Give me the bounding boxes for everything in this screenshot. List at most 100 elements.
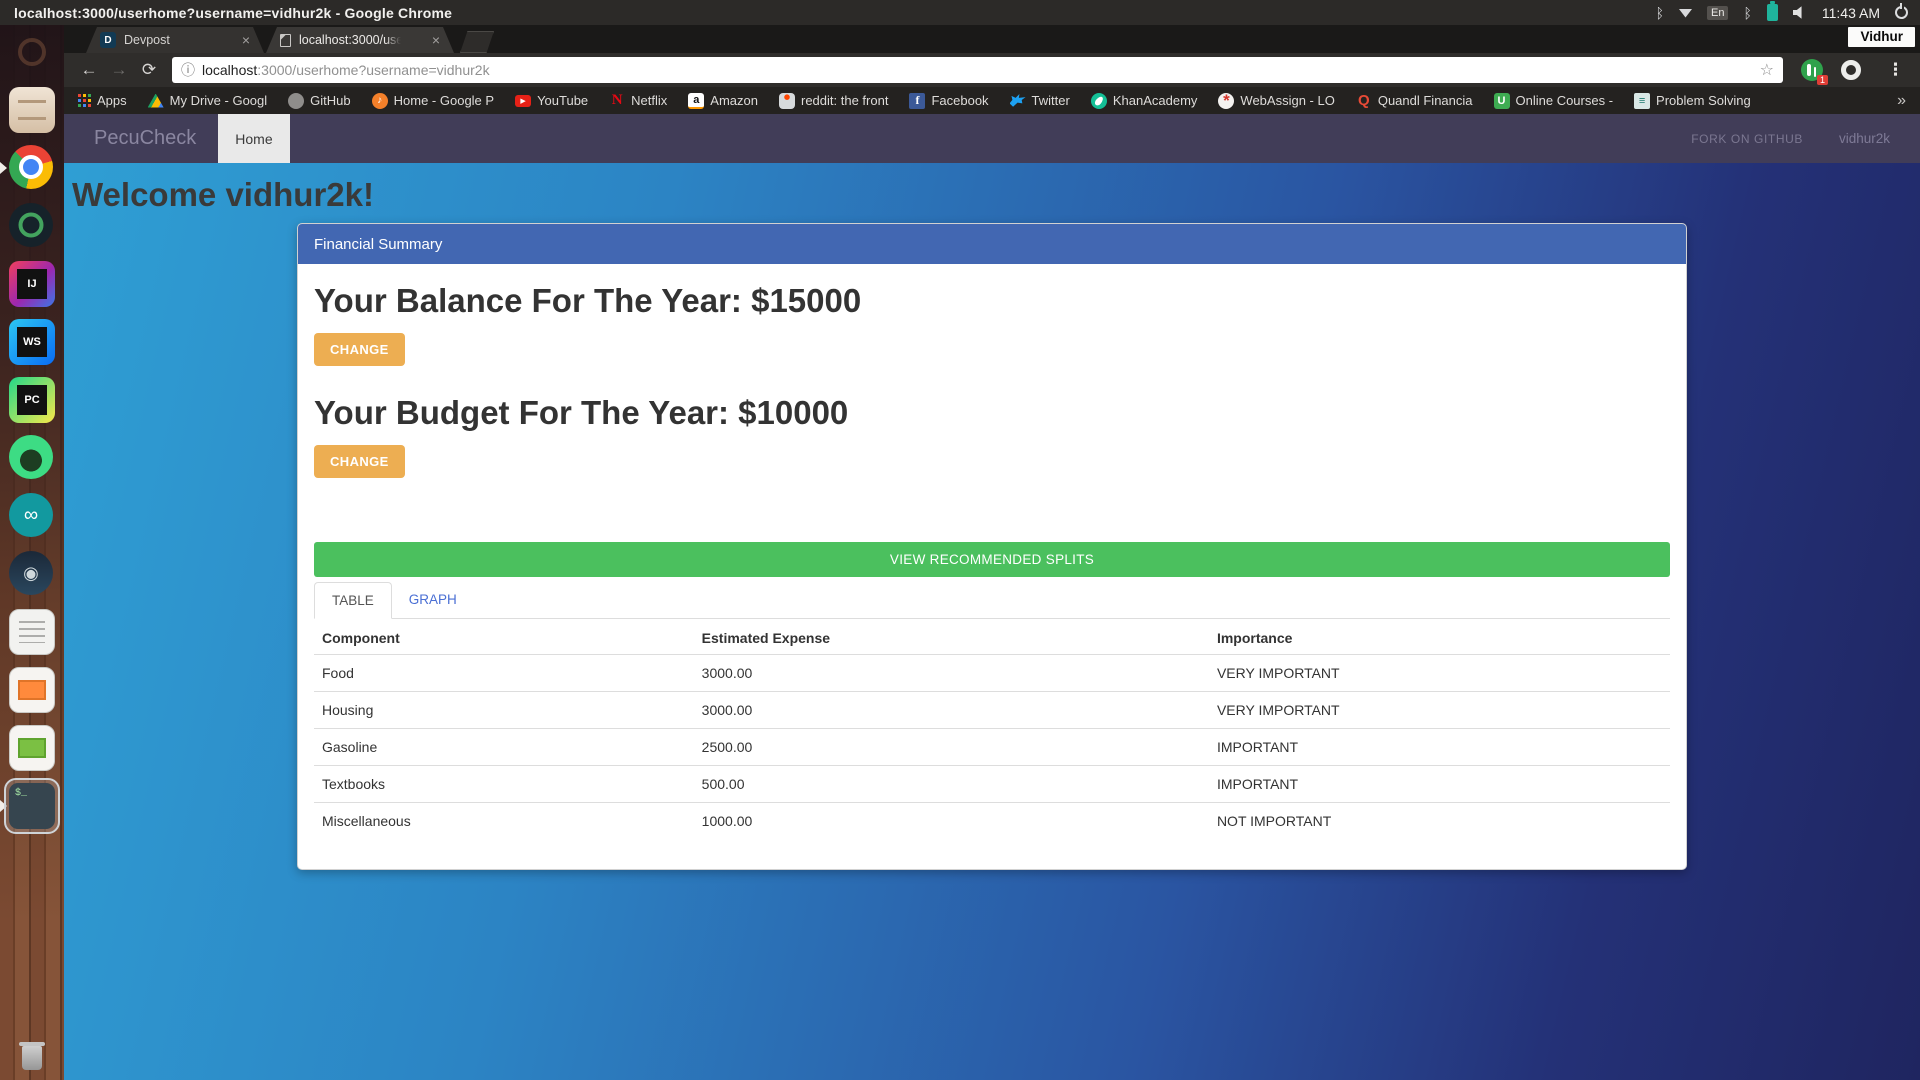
android-studio-icon xyxy=(9,435,53,479)
back-icon[interactable]: ← xyxy=(80,60,98,79)
tab-localhost[interactable]: localhost:3000/use × xyxy=(266,27,454,53)
reload-icon[interactable]: ⟳ xyxy=(141,60,157,79)
keyboard-layout-indicator[interactable]: En xyxy=(1707,5,1729,20)
launcher-item-arduino[interactable]: ∞ xyxy=(9,493,55,539)
dash-home-icon xyxy=(9,29,55,75)
app-navbar: PecuCheck Home FORK ON GITHUB vidhur2k xyxy=(64,114,1920,163)
table-row: Housing 3000.00 VERY IMPORTANT xyxy=(314,691,1670,729)
launcher-item-text-editor[interactable] xyxy=(9,609,55,655)
tab-table[interactable]: TABLE xyxy=(314,582,392,619)
launcher-item-webstorm[interactable]: WS xyxy=(9,319,55,365)
tab-devpost[interactable]: D Devpost × xyxy=(86,27,264,53)
bookmark-drive[interactable]: My Drive - Googl xyxy=(147,93,267,108)
running-indicator xyxy=(0,800,7,812)
page-info-icon[interactable]: ⓘ xyxy=(181,62,195,78)
brand-pecucheck[interactable]: PecuCheck xyxy=(94,127,197,149)
column-header-expense: Estimated Expense xyxy=(693,620,1209,655)
profile-name-badge[interactable]: Vidhur xyxy=(1848,27,1915,47)
github-icon xyxy=(288,92,305,109)
power-icon[interactable] xyxy=(1895,6,1908,19)
launcher-item-trash[interactable] xyxy=(19,1040,45,1070)
change-budget-button[interactable]: CHANGE xyxy=(314,445,405,478)
problem-solving-icon: ≡ xyxy=(1634,92,1651,109)
youtube-icon: ▶ xyxy=(515,94,532,107)
launcher-item-android-studio[interactable] xyxy=(9,435,55,481)
network-icon[interactable] xyxy=(1679,9,1692,18)
bookmark-udemy[interactable]: U Online Courses - xyxy=(1493,92,1613,109)
running-indicator xyxy=(0,162,7,174)
table-row: Textbooks 500.00 IMPORTANT xyxy=(314,765,1670,803)
bluetooth-icon[interactable]: ᛒ xyxy=(1743,4,1752,21)
amazon-icon: a xyxy=(688,92,705,109)
launcher-item-impress[interactable] xyxy=(9,667,55,713)
url-text[interactable]: localhost:3000/userhome?username=vidhur2… xyxy=(202,62,490,78)
nav-username[interactable]: vidhur2k xyxy=(1838,131,1890,146)
bookmark-facebook[interactable]: f Facebook xyxy=(909,92,989,109)
bookmark-reddit[interactable]: reddit: the front xyxy=(779,92,888,109)
facebook-icon: f xyxy=(909,92,926,109)
close-tab-icon[interactable]: × xyxy=(431,32,440,48)
card-header: Financial Summary xyxy=(298,224,1686,264)
bookmark-webassign[interactable]: * WebAssign - LO xyxy=(1218,91,1335,110)
change-balance-button[interactable]: CHANGE xyxy=(314,333,405,366)
new-tab-button[interactable] xyxy=(460,31,494,53)
bookmark-apps[interactable]: Apps xyxy=(78,93,127,108)
nav-item-home[interactable]: Home xyxy=(218,114,290,163)
page-favicon xyxy=(280,34,291,47)
launcher-item-calc[interactable] xyxy=(9,725,55,771)
bookmark-youtube[interactable]: ▶ YouTube xyxy=(515,93,588,108)
column-header-component: Component xyxy=(314,620,694,655)
close-tab-icon[interactable]: × xyxy=(241,32,250,48)
twitter-bird-icon xyxy=(1009,94,1026,107)
libreoffice-calc-icon xyxy=(9,725,55,771)
launcher-item-files[interactable] xyxy=(9,87,55,133)
web-page: PecuCheck Home FORK ON GITHUB vidhur2k W… xyxy=(64,114,1920,1080)
tab-graph[interactable]: GRAPH xyxy=(408,592,457,607)
launcher-item-intellij[interactable]: IJ xyxy=(9,261,55,307)
bookmarks-overflow-chevron[interactable]: » xyxy=(1897,91,1906,109)
files-icon xyxy=(9,87,55,133)
fork-on-github-link[interactable]: FORK ON GITHUB xyxy=(1691,131,1803,146)
tab-label: Devpost xyxy=(124,33,170,47)
bookmark-star-icon[interactable]: ☆ xyxy=(1759,62,1774,79)
bookmark-netflix[interactable]: N Netflix xyxy=(609,92,668,109)
tab-label: localhost:3000/use xyxy=(299,33,401,47)
text-editor-icon xyxy=(9,609,55,655)
arduino-icon: ∞ xyxy=(9,493,53,537)
extension-ring-icon[interactable] xyxy=(1841,60,1861,80)
extension-badge: 1 xyxy=(1816,75,1828,85)
bookmark-play-music[interactable]: ♪ Home - Google P xyxy=(371,92,494,109)
budget-heading: Your Budget For The Year: $10000 xyxy=(314,394,849,431)
extension-pushbullet-icon[interactable]: 1 xyxy=(1801,59,1828,85)
launcher-item-gitkraken[interactable] xyxy=(9,203,55,249)
battery-icon[interactable] xyxy=(1766,1,1778,21)
bookmark-khanacademy[interactable]: KhanAcademy xyxy=(1090,92,1197,109)
launcher-item-pycharm[interactable]: PC xyxy=(9,377,55,423)
bookmark-problem-solving[interactable]: ≡ Problem Solving xyxy=(1634,92,1751,109)
address-bar[interactable]: ⓘ localhost:3000/userhome?username=vidhu… xyxy=(172,57,1783,83)
pycharm-icon: PC xyxy=(9,377,55,423)
chrome-menu-icon[interactable]: ⋮ xyxy=(1887,60,1904,79)
unity-launcher: IJ WS PC ∞ ◉ $_ xyxy=(0,25,64,1080)
view-recommended-splits-button[interactable]: VIEW RECOMMENDED SPLITS xyxy=(314,542,1670,577)
browser-toolbar: ← → ⟳ ⓘ localhost:3000/userhome?username… xyxy=(64,53,1920,87)
bookmarks-bar: Apps My Drive - Googl GitHub ♪ Home - Goo… xyxy=(64,87,1920,114)
launcher-item-chrome[interactable] xyxy=(0,145,55,191)
budget-table: Component Estimated Expense Importance F… xyxy=(314,620,1670,839)
table-row: Food 3000.00 VERY IMPORTANT xyxy=(322,665,1340,681)
apps-grid-icon xyxy=(78,94,91,107)
chrome-icon xyxy=(9,145,53,189)
bookmark-github[interactable]: GitHub xyxy=(288,92,351,109)
launcher-item-steam[interactable]: ◉ xyxy=(9,551,55,597)
bookmark-amazon[interactable]: a Amazon xyxy=(688,92,758,109)
table-graph-tabs: TABLE GRAPH xyxy=(314,582,1670,619)
bookmark-quandl[interactable]: Q Quandl Financia xyxy=(1356,92,1473,109)
bookmark-twitter[interactable]: Twitter xyxy=(1009,93,1070,108)
launcher-item-terminal[interactable]: $_ xyxy=(0,778,60,834)
bluetooth-icon[interactable]: ᛒ xyxy=(1655,4,1664,21)
launcher-item-dash-home[interactable] xyxy=(9,29,55,75)
clock[interactable]: 11:43 AM xyxy=(1821,4,1880,21)
table-row: Miscellaneous 1000.00 NOT IMPORTANT xyxy=(314,802,1670,839)
volume-icon[interactable] xyxy=(1792,6,1802,19)
trash-icon xyxy=(19,1042,45,1046)
